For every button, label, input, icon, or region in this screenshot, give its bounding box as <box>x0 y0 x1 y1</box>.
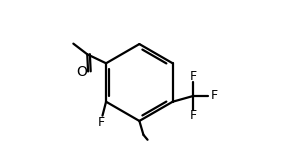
Text: F: F <box>190 70 197 83</box>
Text: O: O <box>76 65 87 79</box>
Text: F: F <box>211 89 218 102</box>
Text: F: F <box>190 109 197 122</box>
Text: F: F <box>98 116 105 129</box>
